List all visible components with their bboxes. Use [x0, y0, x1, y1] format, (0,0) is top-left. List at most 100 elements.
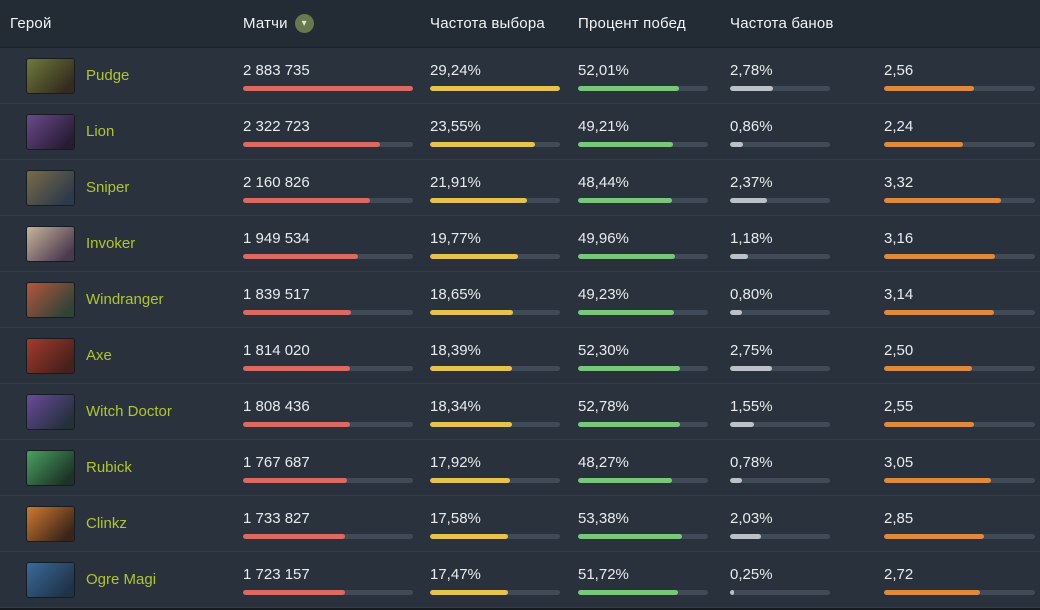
hero-row: Lion 2 322 723 23,55% 49,21% 0,86% 2,24: [0, 104, 1040, 160]
hero-link[interactable]: Ogre Magi: [86, 570, 157, 588]
win-rate-bar-track: [578, 422, 708, 427]
rating-cell: 2,50: [884, 340, 1040, 371]
ban-rate-bar-fill: [730, 198, 767, 203]
hero-name-cell: Axe: [86, 347, 243, 365]
rating-bar-track: [884, 422, 1035, 427]
rating-bar-fill: [884, 142, 963, 147]
hero-link[interactable]: Sniper: [86, 178, 130, 196]
rating-bar-fill: [884, 86, 974, 91]
pick-rate-bar-track: [430, 478, 560, 483]
win-rate-cell: 49,23%: [578, 284, 730, 315]
hero-row: Witch Doctor 1 808 436 18,34% 52,78% 1,55% 2,…: [0, 384, 1040, 440]
hero-portrait[interactable]: [27, 450, 74, 485]
rating-bar-fill: [884, 254, 995, 259]
header-win-rate[interactable]: Процент побед: [578, 15, 686, 32]
hero-link[interactable]: Invoker: [86, 234, 136, 252]
hero-link[interactable]: Rubick: [86, 458, 132, 476]
matches-value: 1 839 517: [243, 286, 310, 303]
ban-rate-bar-fill: [730, 142, 744, 147]
hero-portrait[interactable]: [27, 562, 74, 597]
rating-cell: 2,72: [884, 564, 1040, 595]
hero-link[interactable]: Lion: [86, 122, 115, 140]
ban-rate-bar-track: [730, 534, 830, 539]
pick-rate-bar-track: [430, 254, 560, 259]
matches-bar-track: [243, 254, 413, 259]
rating-bar-track: [884, 590, 1035, 595]
matches-bar-track: [243, 142, 413, 147]
hero-portrait[interactable]: [27, 58, 74, 93]
pick-rate-value: 17,92%: [430, 454, 481, 471]
hero-portrait[interactable]: [27, 338, 74, 373]
rating-value: 2,50: [884, 342, 914, 359]
hero-row: Clinkz 1 733 827 17,58% 53,38% 2,03% 2,85: [0, 496, 1040, 552]
table-header-row: Герой Матчи ▾ Частота выбора Процент поб…: [0, 0, 1040, 48]
header-ban-rate[interactable]: Частота банов: [730, 15, 834, 32]
hero-link[interactable]: Pudge: [86, 66, 130, 84]
hero-name-cell: Rubick: [86, 459, 243, 477]
ban-rate-cell: 0,86%: [730, 116, 884, 147]
header-matches[interactable]: Матчи ▾: [243, 14, 430, 33]
ban-rate-bar-fill: [730, 254, 749, 259]
sort-direction-button[interactable]: ▾: [294, 14, 314, 33]
matches-bar-track: [243, 590, 413, 595]
win-rate-bar-track: [578, 590, 708, 595]
pick-rate-cell: 18,65%: [430, 284, 578, 315]
win-rate-cell: 49,21%: [578, 116, 730, 147]
matches-value: 1 767 687: [243, 454, 310, 471]
ban-rate-bar-track: [730, 198, 830, 203]
win-rate-bar-fill: [578, 478, 672, 483]
hero-portrait[interactable]: [27, 114, 74, 149]
portrait-cell: [0, 58, 86, 93]
rating-value: 2,24: [884, 118, 914, 135]
hero-link[interactable]: Axe: [86, 346, 112, 364]
hero-name-cell: Witch Doctor: [86, 403, 243, 421]
hero-name-cell: Ogre Magi: [86, 571, 243, 589]
win-rate-value: 49,96%: [578, 230, 629, 247]
pick-rate-bar-fill: [430, 534, 509, 539]
win-rate-bar-fill: [578, 142, 674, 147]
win-rate-bar-fill: [578, 198, 672, 203]
pick-rate-value: 17,58%: [430, 510, 481, 527]
hero-portrait[interactable]: [27, 226, 74, 261]
ban-rate-bar-track: [730, 422, 830, 427]
ban-rate-bar-fill: [730, 366, 773, 371]
pick-rate-value: 21,91%: [430, 174, 481, 191]
rating-value: 3,05: [884, 454, 914, 471]
pick-rate-bar-fill: [430, 254, 518, 259]
ban-rate-value: 0,80%: [730, 286, 773, 303]
ban-rate-cell: 2,75%: [730, 340, 884, 371]
pick-rate-bar-track: [430, 86, 560, 91]
matches-value: 1 723 157: [243, 566, 310, 583]
matches-cell: 1 949 534: [243, 228, 430, 259]
portrait-cell: [0, 170, 86, 205]
rating-cell: 3,05: [884, 452, 1040, 483]
rating-value: 3,16: [884, 230, 914, 247]
rating-cell: 2,24: [884, 116, 1040, 147]
hero-link[interactable]: Windranger: [86, 290, 164, 308]
hero-portrait[interactable]: [27, 282, 74, 317]
pick-rate-value: 18,65%: [430, 286, 481, 303]
win-rate-bar-fill: [578, 254, 675, 259]
hero-link[interactable]: Witch Doctor: [86, 402, 172, 420]
ban-rate-value: 0,86%: [730, 118, 773, 135]
hero-row: Rubick 1 767 687 17,92% 48,27% 0,78% 3,05: [0, 440, 1040, 496]
header-hero[interactable]: Герой: [10, 15, 52, 32]
pick-rate-cell: 17,92%: [430, 452, 578, 483]
win-rate-cell: 52,78%: [578, 396, 730, 427]
pick-rate-bar-fill: [430, 142, 535, 147]
matches-bar-track: [243, 478, 413, 483]
win-rate-cell: 52,30%: [578, 340, 730, 371]
rating-value: 2,72: [884, 566, 914, 583]
hero-link[interactable]: Clinkz: [86, 514, 127, 532]
rating-bar-track: [884, 86, 1035, 91]
win-rate-bar-fill: [578, 534, 682, 539]
rating-value: 2,85: [884, 510, 914, 527]
hero-portrait[interactable]: [27, 394, 74, 429]
ban-rate-value: 2,03%: [730, 510, 773, 527]
hero-portrait[interactable]: [27, 506, 74, 541]
win-rate-bar-track: [578, 310, 708, 315]
hero-portrait[interactable]: [27, 170, 74, 205]
matches-cell: 1 723 157: [243, 564, 430, 595]
header-pick-rate[interactable]: Частота выбора: [430, 15, 545, 32]
pick-rate-value: 17,47%: [430, 566, 481, 583]
